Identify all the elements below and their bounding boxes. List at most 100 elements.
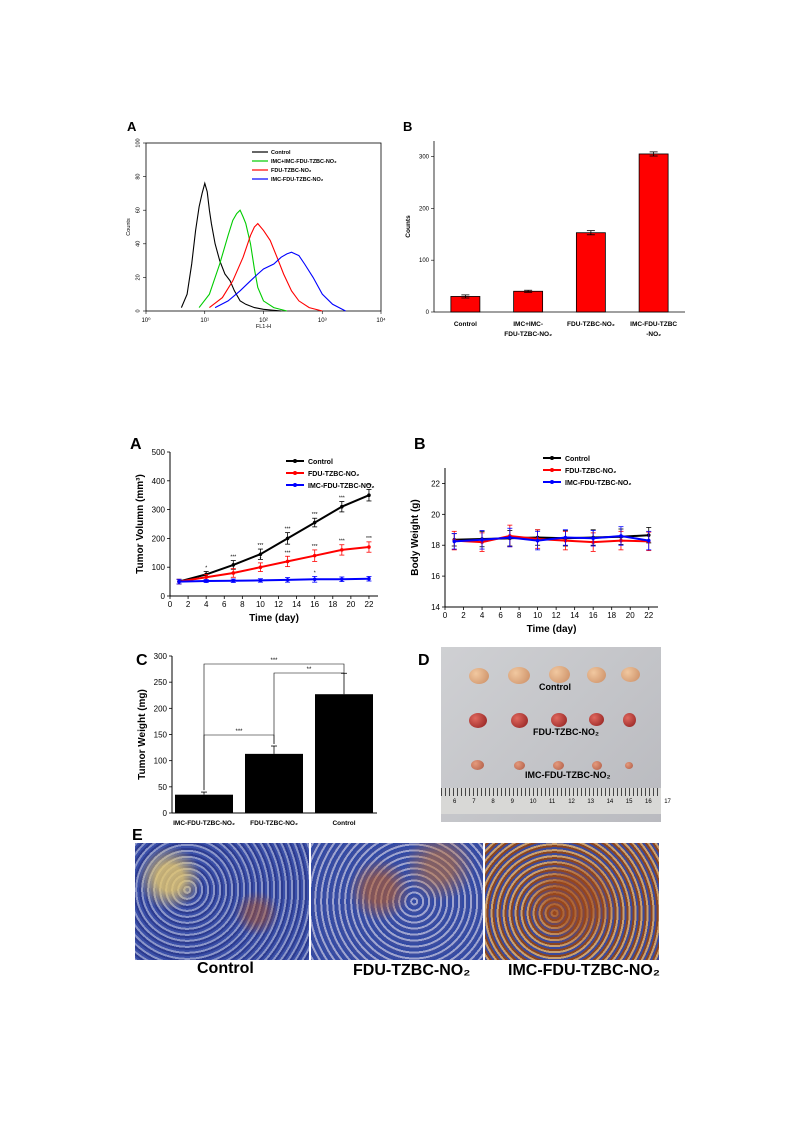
histology-label-imc: IMC-FDU-TZBC-NO₂ — [508, 962, 660, 979]
tw-significance-bracket — [203, 734, 275, 791]
tumor-imc — [592, 761, 602, 770]
volume-legend-marker — [293, 483, 297, 487]
tw-y-tick-label: 250 — [154, 678, 168, 687]
weight-x-tick-label: 12 — [552, 611, 561, 620]
ruler-tick-label: 14 — [606, 799, 614, 805]
volume-significance: *** — [230, 555, 236, 561]
volume-x-tick-label: 8 — [240, 600, 245, 609]
tumor-fdu — [511, 713, 528, 728]
tw-bar — [315, 694, 373, 813]
volume-significance: *** — [366, 483, 372, 489]
volume-point — [367, 576, 371, 581]
flow-series-line — [180, 181, 282, 312]
ruler-tick-label: 10 — [529, 799, 537, 805]
volume-point — [204, 575, 208, 580]
ruler-tick-label: 15 — [625, 799, 633, 805]
volume-x-tick-label: 22 — [365, 600, 374, 609]
volume-legend-label: IMC-FDU-TZBC-NO₂ — [308, 483, 374, 490]
volume-x-tick-label: 16 — [310, 600, 319, 609]
volume-point — [177, 579, 181, 584]
volume-x-tick-label: 0 — [168, 600, 173, 609]
volume-point — [312, 577, 317, 582]
volume-x-tick-label: 4 — [204, 600, 209, 609]
ruler-tick-label: 13 — [587, 799, 595, 805]
volume-significance: * — [259, 557, 261, 563]
tw-category-label: Control — [332, 820, 355, 827]
volume-x-tick-label: 10 — [256, 600, 265, 609]
volume-point — [340, 577, 344, 582]
flow-series-line — [214, 251, 346, 312]
weight-point — [646, 538, 651, 543]
counts-category-label: FDU-TZBC-NO₂ — [567, 321, 615, 328]
counts-category-label: Control — [454, 321, 477, 328]
volume-significance: *** — [339, 539, 345, 545]
flow-y-tick-label: 80 — [135, 174, 141, 180]
weight-legend-marker — [550, 480, 554, 484]
volume-point — [258, 578, 263, 583]
weight-y-tick-label: 14 — [431, 603, 440, 612]
tw-y-tick-label: 50 — [158, 783, 167, 792]
ruler-tick-label: 8 — [491, 799, 495, 805]
tumor-control — [508, 667, 530, 684]
counts-y-axis-label: Counts — [405, 215, 412, 238]
volume-x-tick-label: 20 — [346, 600, 355, 609]
panel-label-a: A — [130, 436, 142, 453]
flow-y-axis-label: Counts — [126, 218, 132, 236]
panel-label-d: D — [418, 652, 430, 669]
tumor-control — [549, 666, 570, 683]
volume-significance: * — [314, 570, 316, 576]
volume-y-tick-label: 0 — [161, 592, 166, 601]
tumor-imc — [471, 760, 484, 770]
volume-series-line — [178, 546, 370, 583]
weight-x-tick-label: 10 — [533, 611, 542, 620]
tumor-control — [621, 667, 640, 682]
tw-category-label: IMC-FDU-TZBC-NO₂ — [173, 820, 235, 827]
ruler-tick-label: 7 — [472, 799, 476, 805]
volume-point — [258, 552, 263, 557]
panel-label-top-a: A — [127, 119, 137, 134]
volume-series-line — [178, 577, 370, 583]
weight-x-axis-label: Time (day) — [527, 624, 577, 635]
volume-point — [312, 520, 317, 525]
ruler-tick-label: 6 — [453, 799, 457, 805]
volume-point — [285, 578, 290, 582]
flow-x-tick-label: 10¹ — [200, 318, 209, 324]
counts-bar — [638, 153, 669, 313]
volume-legend-marker — [293, 471, 297, 475]
tw-y-tick-label: 0 — [163, 809, 168, 818]
tw-y-tick-label: 150 — [154, 731, 168, 740]
weight-y-tick-label: 22 — [431, 479, 440, 488]
charts-layer: 10⁰ 10¹ 10² 10³ 10⁴020406080100FL1-HCountsCo… — [126, 138, 685, 827]
tw-bar — [175, 794, 233, 813]
flow-y-tick-label: 40 — [135, 241, 141, 247]
histology-label-fdu: FDU-TZBC-NO₂ — [353, 962, 471, 979]
volume-series-line — [178, 494, 370, 583]
weight-legend-marker — [550, 456, 554, 460]
flow-frame — [145, 142, 382, 312]
flow-x-tick-label: 10³ — [318, 318, 327, 324]
photo-label-control: Control — [539, 682, 571, 692]
volume-x-tick-label: 2 — [186, 600, 191, 609]
tw-bar — [245, 753, 303, 813]
weight-x-tick-label: 16 — [589, 611, 598, 620]
volume-significance: *** — [258, 543, 264, 549]
volume-y-tick-label: 100 — [152, 563, 166, 572]
volume-point — [340, 504, 344, 509]
photo-label-fdu: FDU-TZBC-NO₂ — [533, 727, 599, 737]
ruler: 6 7 8 9 10 11 12 13 14 15 16 17 — [441, 788, 671, 814]
weight-x-tick-label: 22 — [644, 611, 653, 620]
panel-label-c: C — [136, 652, 148, 669]
weight-point — [591, 536, 595, 541]
volume-significance: *** — [285, 550, 291, 556]
volume-x-tick-label: 14 — [292, 600, 301, 609]
counts-y-tick-label: 100 — [419, 258, 430, 264]
volume-x-tick-label: 12 — [274, 600, 283, 609]
flow-x-tick-label: 10² — [259, 318, 268, 324]
histology-fdu — [311, 843, 483, 960]
volume-y-tick-label: 500 — [152, 448, 166, 457]
weight-point — [508, 535, 512, 540]
counts-y-tick-label: 200 — [419, 206, 430, 212]
volume-point — [204, 579, 208, 583]
panel-label-top-b: B — [403, 119, 412, 134]
volume-y-tick-label: 400 — [152, 477, 166, 486]
